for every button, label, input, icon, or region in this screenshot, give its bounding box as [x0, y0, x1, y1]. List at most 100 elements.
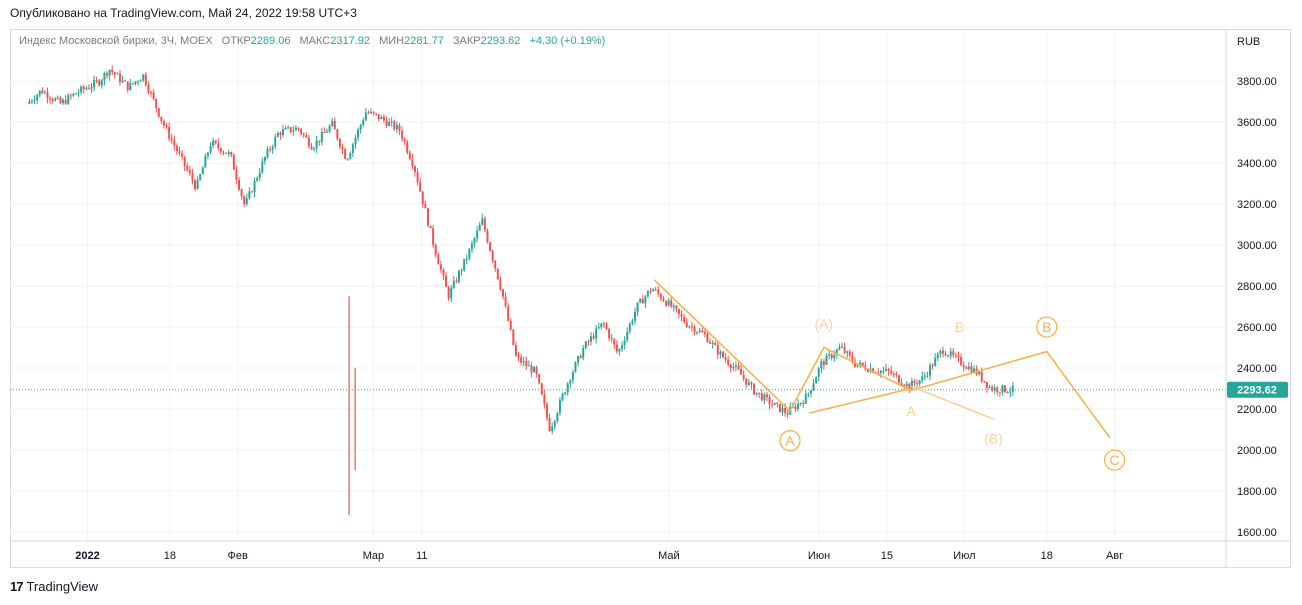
- y-tick-label: 2400.00: [1237, 363, 1277, 375]
- candle-body: [929, 365, 932, 376]
- candle-body: [250, 191, 253, 193]
- wave-label-circle: [1103, 449, 1126, 471]
- candle-body: [266, 149, 269, 158]
- candle-body: [947, 355, 950, 357]
- candle-body: [724, 357, 727, 360]
- candle-body: [701, 330, 704, 333]
- candle-body: [548, 417, 551, 432]
- candle-body: [416, 171, 419, 183]
- candle-body: [364, 112, 367, 121]
- candle-body: [745, 378, 748, 385]
- y-tick-label: 3800.00: [1237, 76, 1277, 88]
- candle-body: [916, 383, 919, 385]
- candle-body: [714, 342, 717, 345]
- candle-body: [841, 346, 844, 348]
- candle-body: [517, 355, 520, 358]
- candle-body: [553, 420, 556, 427]
- candle-body: [817, 368, 820, 378]
- candle-body: [452, 280, 455, 288]
- candle-body: [43, 92, 46, 94]
- candle-body: [939, 350, 942, 354]
- candle-body: [69, 95, 72, 97]
- candle-body: [527, 365, 530, 367]
- candle-body: [256, 178, 259, 181]
- candle-body: [1001, 385, 1004, 393]
- y-tick-label: 3200.00: [1237, 199, 1277, 211]
- candle-body: [740, 369, 743, 375]
- candle-body: [349, 153, 352, 160]
- candle-body: [54, 98, 57, 101]
- candle-body: [525, 361, 528, 367]
- candle-body: [926, 375, 929, 377]
- candle-body: [618, 349, 621, 352]
- candle-body: [900, 382, 903, 385]
- y-tick-label: 2200.00: [1237, 404, 1277, 416]
- candle-body: [1004, 385, 1007, 392]
- candle-body: [333, 120, 336, 130]
- candle-body: [338, 139, 341, 147]
- candle-body: [406, 141, 409, 153]
- candle-body: [967, 366, 970, 369]
- candle-body: [457, 271, 460, 282]
- candle-body: [36, 94, 39, 101]
- candle-body: [390, 121, 393, 123]
- candle-body: [46, 92, 49, 99]
- candle-body: [716, 344, 719, 355]
- candle-body: [698, 330, 701, 333]
- candle-body: [931, 365, 934, 367]
- candle-body: [432, 228, 435, 245]
- candle-body: [131, 83, 134, 85]
- candle-body: [401, 130, 404, 139]
- candle-body: [934, 357, 937, 367]
- candle-body: [30, 101, 33, 103]
- tradingview-logo[interactable]: 17 TradingView: [10, 579, 98, 594]
- candle-body: [429, 225, 432, 229]
- candle-body: [455, 280, 458, 282]
- candle-body: [279, 133, 282, 135]
- candle-body: [137, 81, 140, 83]
- candle-body: [201, 167, 204, 175]
- candle-body: [437, 255, 440, 265]
- candle-body: [320, 131, 323, 142]
- wave-label: C: [1110, 452, 1120, 468]
- candle-body: [473, 238, 476, 244]
- candle-body: [755, 392, 758, 395]
- x-tick-label: 15: [881, 550, 893, 562]
- axis-layer: 3800.00 3600.00 3400.00 3200.00 3000.00 2800.…: [10, 30, 1290, 567]
- candle-body: [157, 108, 160, 117]
- candle-body: [579, 356, 582, 358]
- x-tick-label: 2022: [75, 550, 99, 562]
- candle-body: [820, 361, 823, 369]
- candle-body: [230, 151, 233, 156]
- candle-body: [160, 116, 163, 122]
- chart-frame[interactable]: [10, 29, 1291, 568]
- candle-body: [802, 402, 805, 404]
- candle-body: [659, 293, 662, 299]
- candle-body: [72, 93, 75, 96]
- candle-body: [380, 116, 383, 120]
- candle-body: [763, 394, 766, 401]
- wave-label: B: [955, 319, 964, 335]
- candle-body: [577, 356, 580, 363]
- candle-body: [496, 268, 499, 280]
- wave-label: (A): [815, 316, 834, 332]
- candle-body: [289, 127, 292, 132]
- candle-body: [589, 336, 592, 342]
- candle-body: [742, 374, 745, 379]
- candle-body: [121, 80, 124, 83]
- candle-body: [178, 151, 181, 154]
- candle-body: [848, 351, 851, 356]
- candle-body: [501, 289, 504, 297]
- y-tick-label: 2600.00: [1237, 322, 1277, 334]
- candle-body: [59, 97, 62, 104]
- candle-body: [885, 368, 888, 371]
- wave-label: (B): [984, 431, 1003, 447]
- candle-body: [196, 179, 199, 189]
- candle-body: [173, 140, 176, 146]
- candle-body: [1009, 391, 1012, 393]
- candle-body: [636, 302, 639, 313]
- candle-body: [732, 366, 735, 369]
- candle-body: [530, 365, 533, 373]
- candle-body: [331, 120, 334, 126]
